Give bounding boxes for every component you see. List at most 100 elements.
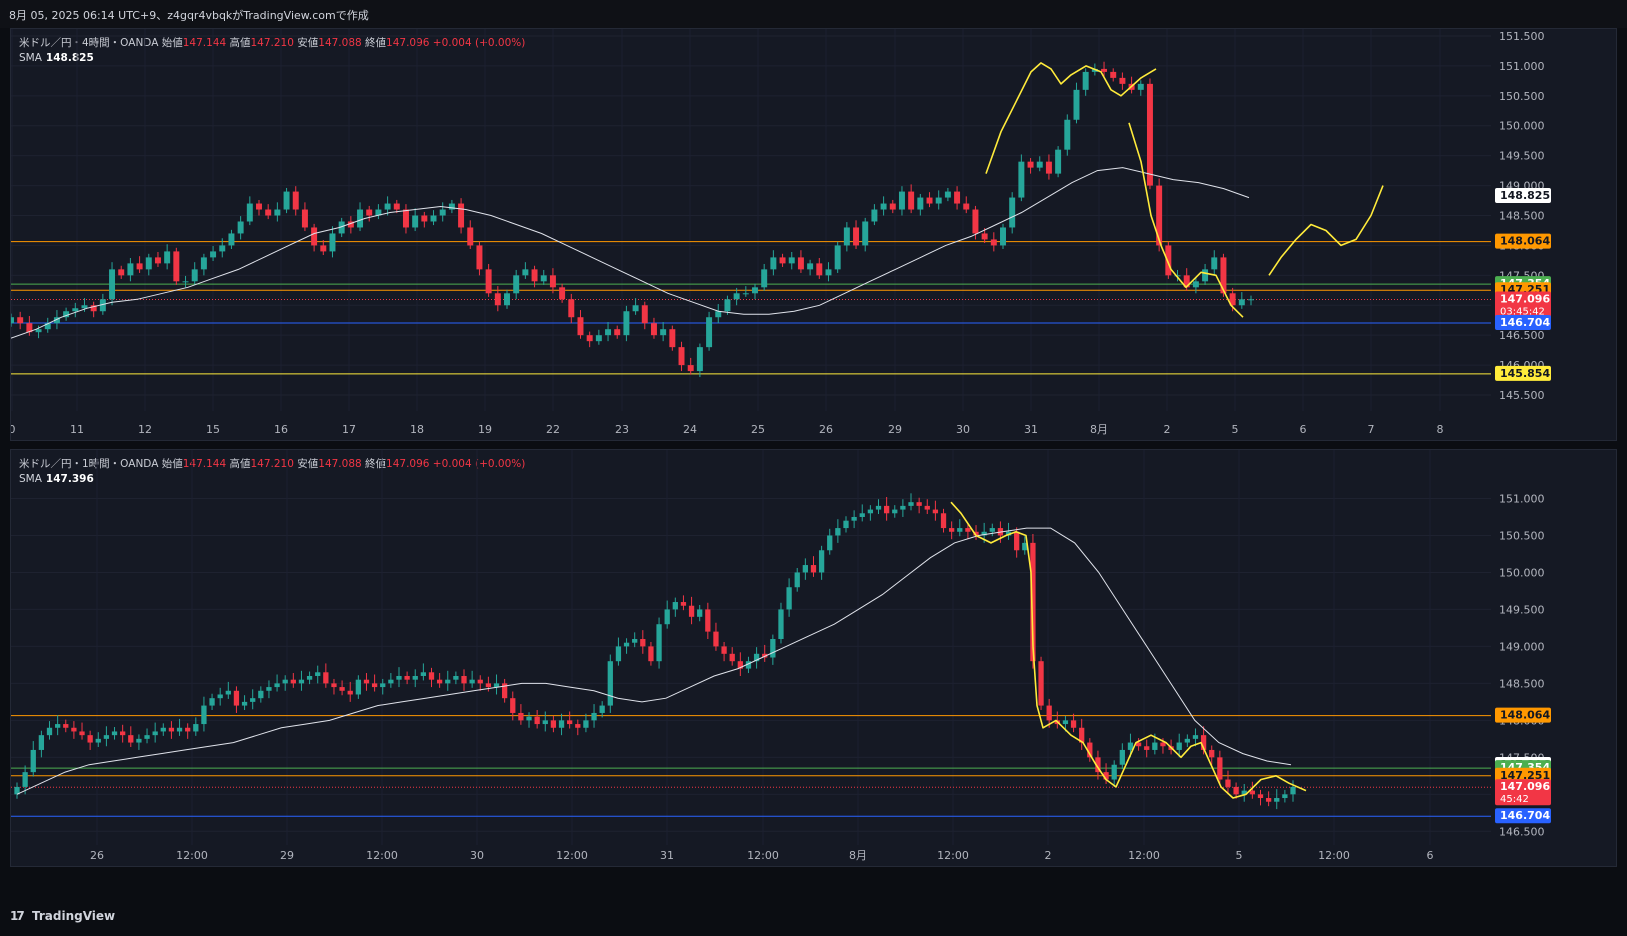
x-tick-label: 29 xyxy=(888,423,902,436)
candle-body xyxy=(687,365,694,372)
candle-body xyxy=(366,209,373,216)
candle-body xyxy=(542,720,548,725)
candle-body xyxy=(99,299,106,312)
candle-body xyxy=(445,679,451,684)
candle-body xyxy=(347,221,354,228)
candle-body xyxy=(217,694,223,699)
sma-label: SMA xyxy=(19,473,42,485)
x-tick-label: 2 xyxy=(1164,423,1171,436)
candle-body xyxy=(892,509,898,514)
y-tick-label: 150.500 xyxy=(1499,90,1545,103)
candle-body xyxy=(17,317,24,324)
legend-close: 147.096 xyxy=(386,458,430,470)
candle-body xyxy=(109,269,116,300)
chart-panel-4h[interactable]: 米ドル／円・4時間・OANDA 始値147.144 高値147.210 安値14… xyxy=(10,28,1617,441)
legend-change: +0.004 (+0.00%) xyxy=(432,37,526,49)
candle-body xyxy=(1046,705,1052,721)
candle-body xyxy=(550,720,557,728)
candle-body xyxy=(680,602,687,606)
candle-body xyxy=(713,631,719,647)
candle-body xyxy=(752,287,758,294)
candle-body xyxy=(453,675,459,680)
candle-body xyxy=(1119,77,1126,84)
candle-body xyxy=(531,269,538,282)
candle-body xyxy=(63,724,69,728)
chart-canvas-1h[interactable]: 151.000 150.500 150.000 149.500 149.000 148.5… xyxy=(11,450,1618,868)
x-tick-label: 31 xyxy=(660,849,674,862)
x-tick-label: 8月 xyxy=(1090,423,1108,436)
legend-close-label: 終値 xyxy=(365,458,387,470)
candle-body xyxy=(14,786,20,795)
candle-body xyxy=(577,317,584,336)
candle-body xyxy=(185,727,191,732)
candle-body xyxy=(724,299,731,312)
candle-body xyxy=(932,509,939,514)
x-tick-label: 16 xyxy=(274,423,288,436)
legend-close: 147.096 xyxy=(386,37,430,49)
legend-high-label: 高値 xyxy=(229,458,251,470)
candle-body xyxy=(225,690,231,695)
candle-body xyxy=(250,698,256,702)
candle-body xyxy=(990,239,997,246)
candle-body xyxy=(973,531,979,536)
y-tick-label: 146.500 xyxy=(1499,825,1545,838)
candle-body xyxy=(567,720,573,725)
candle-body xyxy=(586,335,593,342)
candle-body xyxy=(504,293,510,306)
candle-body xyxy=(1045,161,1052,174)
chart-canvas-4h[interactable]: 151.500151.000150.500150.000149.500149.0… xyxy=(11,29,1618,442)
candle-body xyxy=(965,528,971,532)
candle-body xyxy=(306,675,313,680)
candle-body xyxy=(485,683,492,688)
candle-body xyxy=(1248,299,1254,301)
candle-body xyxy=(1144,746,1150,750)
candle-body xyxy=(770,257,777,270)
candle-body xyxy=(103,735,110,739)
candle-body xyxy=(853,227,860,246)
chart-panel-1h[interactable]: 米ドル／円・1時間・OANDA 始値147.144 高値147.210 安値14… xyxy=(10,449,1617,867)
candle-body xyxy=(467,227,474,246)
candle-body xyxy=(502,683,508,699)
legend-low: 147.088 xyxy=(318,458,362,470)
legend-symbol: 米ドル／円・1時間・OANDA xyxy=(19,458,159,470)
candle-body xyxy=(1095,757,1101,773)
sma-value: 148.825 xyxy=(45,52,94,64)
candle-body xyxy=(1022,542,1028,551)
candle-body xyxy=(315,672,321,676)
candle-body xyxy=(266,687,272,691)
legend-1h: 米ドル／円・1時間・OANDA 始値147.144 高値147.210 安値14… xyxy=(19,456,525,471)
candle-body xyxy=(540,275,547,282)
candle-body xyxy=(228,233,235,246)
candle-body xyxy=(607,661,613,706)
candle-body xyxy=(1249,790,1256,795)
x-tick-label: 5 xyxy=(1236,849,1243,862)
candle-body xyxy=(802,565,808,573)
x-tick-label: 8月 xyxy=(849,849,867,862)
candle-body xyxy=(605,329,612,336)
candle-body xyxy=(118,269,125,276)
candle-body xyxy=(1030,542,1036,662)
candle-body xyxy=(182,281,189,283)
candle-body xyxy=(1165,245,1172,276)
candle-body xyxy=(168,727,175,732)
candle-body xyxy=(924,505,930,510)
x-tick-label: 7 xyxy=(1368,423,1375,436)
candle-body xyxy=(420,672,427,676)
tradingview-brand[interactable]: 17 TradingView xyxy=(10,909,115,923)
y-tick-label: 150.500 xyxy=(1499,529,1545,542)
candle-body xyxy=(30,749,36,773)
candle-body xyxy=(1055,149,1062,174)
candle-body xyxy=(35,329,42,333)
price-tag-label: 148.064 xyxy=(1500,709,1550,722)
candle-body xyxy=(640,639,646,647)
candle-body xyxy=(880,203,887,210)
candle-body xyxy=(1038,661,1044,706)
price-tag-label: 147.096 xyxy=(1500,780,1550,793)
candle-body xyxy=(688,605,695,617)
candle-body xyxy=(1192,281,1199,288)
candle-body xyxy=(384,203,391,210)
candle-body xyxy=(371,683,378,688)
candle-body xyxy=(794,572,800,588)
candle-body xyxy=(926,197,933,204)
candle-body xyxy=(1111,764,1117,780)
